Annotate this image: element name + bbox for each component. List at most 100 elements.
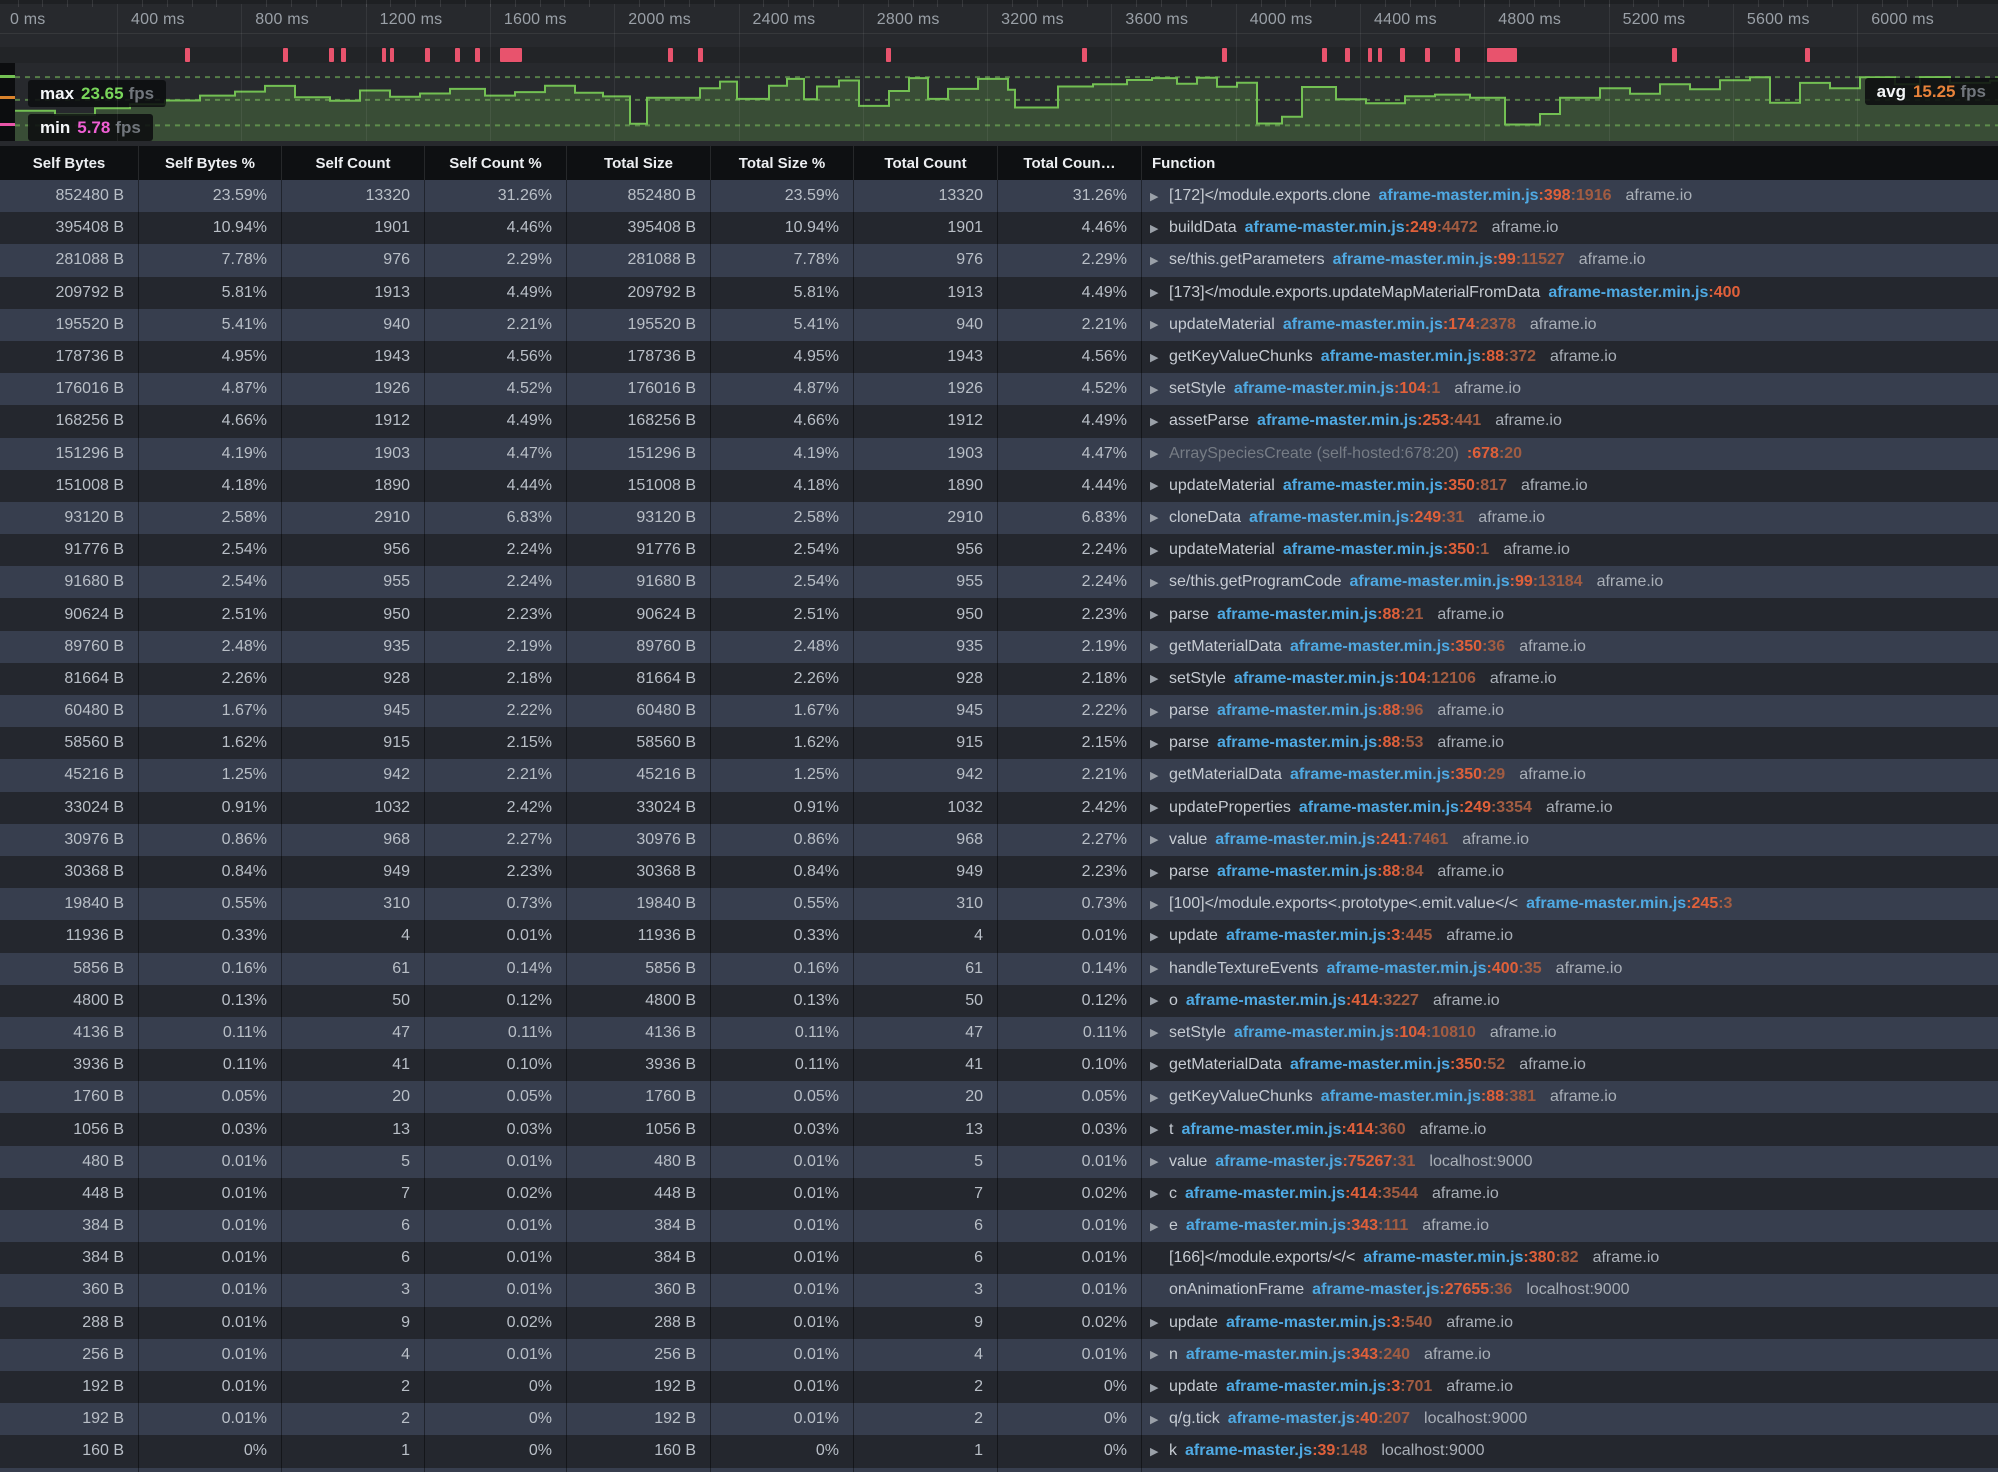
column-header-total-size[interactable]: Total Size % [711, 146, 854, 180]
expand-twisty-icon[interactable]: ▶ [1150, 1027, 1159, 1040]
call-tree-row[interactable]: 395408 B 10.94% 1901 4.46% 395408 B 10.94% 190… [0, 212, 1998, 245]
expand-twisty-icon[interactable]: ▶ [1150, 1413, 1159, 1426]
expand-twisty-icon[interactable]: ▶ [1150, 898, 1159, 911]
expand-twisty-icon[interactable]: ▶ [1150, 576, 1159, 589]
call-tree-row[interactable]: 168256 B 4.66% 1912 4.49% 168256 B 4.66% 1912 4… [0, 405, 1998, 438]
source-link[interactable]: aframe-master.min.js:104:1 [1234, 380, 1440, 398]
source-link[interactable]: aframe-master.min.js:350:29 [1290, 766, 1505, 784]
column-header-self-bytes[interactable]: Self Bytes % [139, 146, 282, 180]
expand-twisty-icon[interactable]: ▶ [1150, 1349, 1159, 1362]
source-link[interactable]: aframe-master.min.js:350:36 [1290, 638, 1505, 656]
source-link[interactable]: aframe-master.min.js:104:12106 [1234, 670, 1476, 688]
call-tree-row[interactable]: 58560 B 1.62% 915 2.15% 58560 B 1.62% 915 2.15%… [0, 727, 1998, 760]
call-tree-row[interactable]: 384 B 0.01% 6 0.01% 384 B 0.01% 6 0.01% ▶ e aframe… [0, 1210, 1998, 1243]
call-tree-row[interactable]: 60480 B 1.67% 945 2.22% 60480 B 1.67% 945 2.22%… [0, 695, 1998, 728]
call-tree-row[interactable]: 1760 B 0.05% 20 0.05% 1760 B 0.05% 20 0.05% ▶ get… [0, 1081, 1998, 1114]
source-link[interactable]: aframe-master.min.js:343:240 [1186, 1346, 1410, 1364]
call-tree-row[interactable]: 160 B 0% 1 0% 160 B 0% 1 0% ▶ k aframe-master.js:3… [0, 1435, 1998, 1468]
call-tree-row[interactable]: 852480 B 23.59% 13320 31.26% 852480 B 23.59% 1… [0, 180, 1998, 213]
call-tree-row[interactable]: 281088 B 7.78% 976 2.29% 281088 B 7.78% 976 2.2… [0, 244, 1998, 277]
column-header-total-coun[interactable]: Total Coun… [998, 146, 1142, 180]
call-tree-row[interactable]: 288 B 0.01% 9 0.02% 288 B 0.01% 9 0.02% ▶ update a… [0, 1306, 1998, 1339]
expand-twisty-icon[interactable]: ▶ [1150, 834, 1159, 847]
source-link[interactable]: aframe-master.js:39:148 [1185, 1442, 1367, 1460]
column-header-self-bytes[interactable]: Self Bytes [0, 146, 139, 180]
call-tree-row[interactable]: 11936 B 0.33% 4 0.01% 11936 B 0.33% 4 0.01% ▶ upd… [0, 920, 1998, 953]
call-tree-row[interactable]: 256 B 0.01% 4 0.01% 256 B 0.01% 4 0.01% ▶ n aframe… [0, 1338, 1998, 1371]
expand-twisty-icon[interactable]: ▶ [1150, 1317, 1159, 1330]
call-tree-row[interactable]: 480 B 0.01% 5 0.01% 480 B 0.01% 5 0.01% ▶ value af… [0, 1145, 1998, 1178]
source-link[interactable]: aframe-master.min.js:88:381 [1321, 1088, 1536, 1106]
expand-twisty-icon[interactable]: ▶ [1150, 769, 1159, 782]
expand-twisty-icon[interactable]: ▶ [1150, 1091, 1159, 1104]
source-link[interactable]: aframe-master.js:27655:36 [1312, 1281, 1512, 1299]
call-tree-row[interactable]: 45216 B 1.25% 942 2.21% 45216 B 1.25% 942 2.21%… [0, 759, 1998, 792]
expand-twisty-icon[interactable]: ▶ [1150, 641, 1159, 654]
call-tree-row[interactable]: 1056 B 0.03% 13 0.03% 1056 B 0.03% 13 0.03% ▶ t af… [0, 1113, 1998, 1146]
source-link[interactable]: aframe-master.min.js:398:1916 [1378, 187, 1611, 205]
source-link[interactable]: aframe-master.min.js:343:111 [1186, 1217, 1408, 1235]
source-link[interactable]: aframe-master.min.js:241:7461 [1215, 831, 1448, 849]
source-link[interactable]: aframe-master.min.js:350:817 [1283, 477, 1507, 495]
source-link[interactable]: aframe-master.min.js:99:11527 [1333, 251, 1565, 269]
column-header-self-count[interactable]: Self Count [282, 146, 425, 180]
expand-twisty-icon[interactable]: ▶ [1150, 930, 1159, 943]
source-link[interactable]: aframe-master.js:40:207 [1228, 1410, 1410, 1428]
call-tree-row[interactable]: 448 B 0.01% 7 0.02% 448 B 0.01% 7 0.02% ▶ c aframe… [0, 1177, 1998, 1210]
call-tree-row[interactable]: 3936 B 0.11% 41 0.10% 3936 B 0.11% 41 0.10% ▶ get… [0, 1049, 1998, 1082]
source-link[interactable]: aframe-master.min.js:88:96 [1217, 702, 1423, 720]
expand-twisty-icon[interactable]: ▶ [1150, 1059, 1159, 1072]
source-link[interactable]: aframe-master.min.js:350:1 [1283, 541, 1489, 559]
call-tree-row[interactable]: 384 B 0.01% 6 0.01% 384 B 0.01% 6 0.01% [166]</m… [0, 1242, 1998, 1275]
source-link[interactable]: aframe-master.min.js:400 [1548, 284, 1740, 302]
source-link[interactable]: aframe-master.min.js:3:701 [1226, 1378, 1432, 1396]
expand-twisty-icon[interactable]: ▶ [1150, 222, 1159, 235]
source-link[interactable]: aframe-master.min.js:414:3544 [1185, 1185, 1418, 1203]
call-tree-row[interactable]: 178736 B 4.95% 1943 4.56% 178736 B 4.95% 1943 4… [0, 340, 1998, 374]
column-header-total-count[interactable]: Total Count [854, 146, 998, 180]
source-link[interactable]: aframe-master.min.js:350:52 [1290, 1056, 1505, 1074]
expand-twisty-icon[interactable]: ▶ [1150, 351, 1159, 364]
source-link[interactable]: aframe-master.min.js:88:372 [1321, 348, 1536, 366]
source-link[interactable]: aframe-master.min.js:3:445 [1226, 927, 1432, 945]
expand-twisty-icon[interactable]: ▶ [1150, 963, 1159, 976]
expand-twisty-icon[interactable]: ▶ [1150, 287, 1159, 300]
expand-twisty-icon[interactable]: ▶ [1150, 1124, 1159, 1137]
source-link[interactable]: aframe-master.min.js:245:3 [1526, 895, 1732, 913]
source-link[interactable]: aframe-master.min.js:249:31 [1249, 509, 1464, 527]
source-link[interactable]: aframe-master.min.js:249:4472 [1245, 219, 1478, 237]
source-link[interactable]: aframe-master.min.js:174:2378 [1283, 316, 1516, 334]
call-tree-row[interactable]: 93120 B 2.58% 2910 6.83% 93120 B 2.58% 2910 6.8… [0, 501, 1998, 535]
source-link[interactable]: aframe-master.js:75267:31 [1215, 1153, 1415, 1171]
expand-twisty-icon[interactable]: ▶ [1150, 254, 1159, 267]
call-tree-row[interactable]: 91680 B 2.54% 955 2.24% 91680 B 2.54% 955 2.24%… [0, 566, 1998, 599]
call-tree-row[interactable]: 192 B 0.01% 2 0% 192 B 0.01% 2 0% ▶ update aframe-… [0, 1370, 1998, 1404]
expand-twisty-icon[interactable]: ▶ [1150, 802, 1159, 815]
expand-twisty-icon[interactable]: ▶ [1150, 1381, 1159, 1394]
source-link[interactable]: aframe-master.min.js:3:540 [1226, 1314, 1432, 1332]
expand-twisty-icon[interactable]: ▶ [1150, 383, 1159, 396]
source-link[interactable]: aframe-master.min.js:253:441 [1257, 412, 1481, 430]
call-tree-row[interactable]: 360 B 0.01% 3 0.01% 360 B 0.01% 3 0.01% onAnimat… [0, 1274, 1998, 1307]
expand-twisty-icon[interactable]: ▶ [1150, 673, 1159, 686]
source-link[interactable]: aframe-master.min.js:414:360 [1181, 1121, 1405, 1139]
call-tree-row[interactable]: 30368 B 0.84% 949 2.23% 30368 B 0.84% 949 2.23%… [0, 855, 1998, 889]
expand-twisty-icon[interactable]: ▶ [1150, 609, 1159, 622]
source-link[interactable]: aframe-master.min.js:88:21 [1217, 606, 1423, 624]
call-tree-row[interactable]: 33024 B 0.91% 1032 2.42% 33024 B 0.91% 1032 2.4… [0, 791, 1998, 824]
call-tree-row[interactable]: 176016 B 4.87% 1926 4.52% 176016 B 4.87% 1926 4… [0, 373, 1998, 406]
call-tree-row[interactable]: 81664 B 2.26% 928 2.18% 81664 B 2.26% 928 2.18%… [0, 662, 1998, 695]
call-tree-row[interactable]: 5856 B 0.16% 61 0.14% 5856 B 0.16% 61 0.14% ▶ han… [0, 952, 1998, 985]
call-tree-row[interactable]: 4136 B 0.11% 47 0.11% 4136 B 0.11% 47 0.11% ▶ set… [0, 1016, 1998, 1050]
expand-twisty-icon[interactable]: ▶ [1150, 1445, 1159, 1458]
call-tree-row[interactable]: 30976 B 0.86% 968 2.27% 30976 B 0.86% 968 2.27%… [0, 823, 1998, 856]
expand-twisty-icon[interactable]: ▶ [1150, 190, 1159, 203]
call-tree-row[interactable]: 209792 B 5.81% 1913 4.49% 209792 B 5.81% 1913 4… [0, 276, 1998, 309]
expand-twisty-icon[interactable]: ▶ [1150, 512, 1159, 525]
expand-twisty-icon[interactable]: ▶ [1150, 1220, 1159, 1233]
expand-twisty-icon[interactable]: ▶ [1150, 480, 1159, 493]
column-header-total-size[interactable]: Total Size [567, 146, 711, 180]
source-link[interactable]: aframe-master.min.js:380:82 [1363, 1249, 1578, 1267]
expand-twisty-icon[interactable]: ▶ [1150, 1156, 1159, 1169]
call-tree-row[interactable]: 91776 B 2.54% 956 2.24% 91776 B 2.54% 956 2.24%… [0, 534, 1998, 567]
